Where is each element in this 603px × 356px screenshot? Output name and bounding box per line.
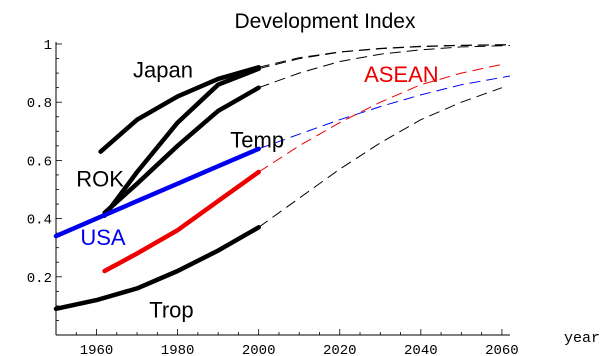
- series-layer: [53, 44, 511, 312]
- japan-historical-line: [98, 65, 261, 154]
- y-tick-label: 0.8: [27, 96, 52, 112]
- y-tick-label: 1: [44, 38, 52, 54]
- series-label-usa: USA: [80, 225, 126, 250]
- rok-historical-line: [102, 66, 261, 218]
- usa-projection-line: [258, 75, 511, 150]
- x-tick-label: 2000: [242, 343, 276, 356]
- asean-historical-line: [102, 169, 261, 274]
- series-label-rok: ROK: [76, 167, 124, 192]
- asean-projection-line: [258, 63, 503, 173]
- series-label-asean: ASEAN: [364, 62, 439, 87]
- temp-historical-line: [102, 85, 261, 216]
- x-tick-label: 1960: [80, 343, 114, 356]
- axes: 1960 1980 2000 2020 2040 2060 0.2 0.4 0.6 0.8 1: [27, 38, 519, 356]
- trop-historical-line: [53, 225, 261, 312]
- trop-projection-line: [258, 87, 503, 228]
- temp-projection-line: [258, 45, 511, 89]
- x-tick-label: 2020: [323, 343, 357, 356]
- rok-projection-line: [258, 44, 511, 70]
- usa-historical-line: [53, 146, 261, 239]
- y-tick-label: 0.6: [27, 154, 52, 170]
- chart-title: Development Index: [235, 10, 416, 33]
- x-tick-label: 2040: [404, 343, 438, 356]
- series-label-japan: Japan: [133, 57, 193, 82]
- y-tick-label: 0.4: [27, 213, 52, 229]
- x-tick-label: 2060: [485, 343, 519, 356]
- series-label-trop: Trop: [149, 298, 193, 323]
- series-labels: Japan ASEAN Temp ROK USA Trop: [76, 57, 438, 322]
- series-label-temp: Temp: [230, 127, 284, 152]
- y-tick-label: 0.2: [27, 271, 52, 287]
- x-axis-label: year: [564, 330, 600, 347]
- x-tick-label: 1980: [161, 343, 195, 356]
